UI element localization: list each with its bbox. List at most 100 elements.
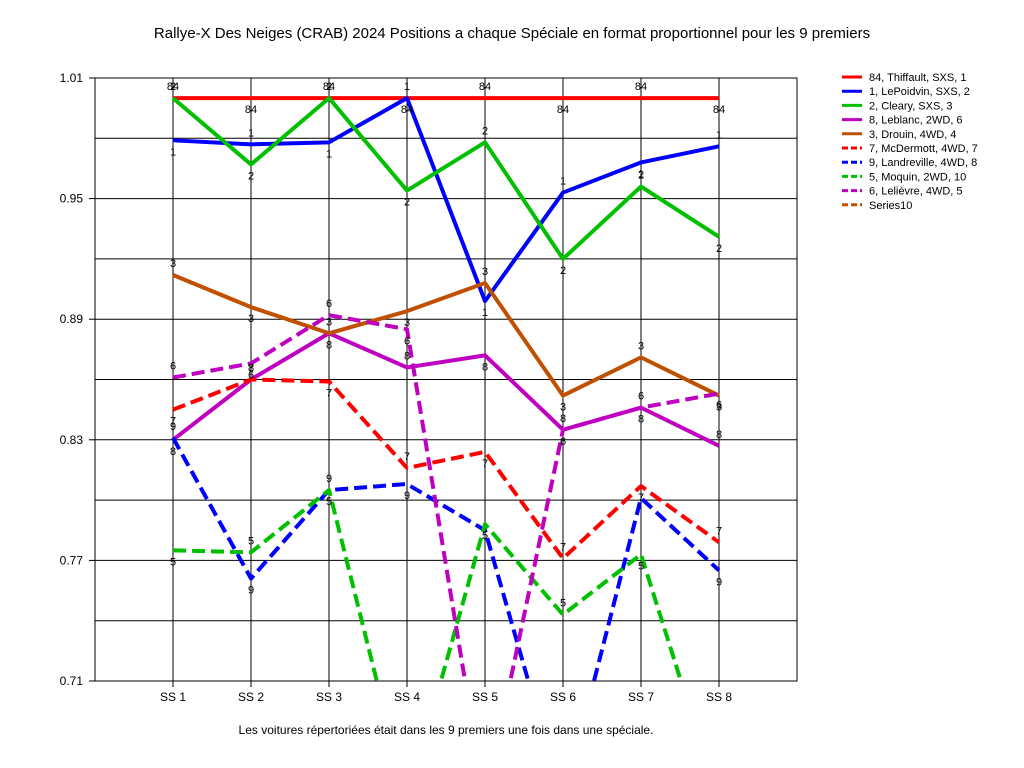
data-label: 5 (560, 598, 566, 610)
legend-label-6: 7, McDermott, 4WD, 7 (869, 143, 978, 155)
x-tick-label: SS 5 (472, 690, 498, 704)
data-label: 7 (326, 388, 332, 400)
data-label: 8 (248, 363, 254, 375)
series-line-6 (172, 377, 721, 561)
legend-label-4: 8, Leblanc, 2WD, 6 (869, 115, 963, 127)
y-tick-label: 0.77 (60, 553, 84, 567)
x-tick-label: SS 1 (160, 690, 186, 704)
data-label: 8 (716, 429, 722, 441)
series-line-2 (172, 96, 720, 304)
data-label: 84 (557, 104, 569, 116)
data-label: 2 (482, 125, 488, 137)
y-tick-label: 0.95 (60, 192, 84, 206)
data-label: 8 (326, 339, 332, 351)
data-label: 6 (560, 436, 566, 448)
x-tick-label: SS 3 (316, 690, 342, 704)
data-label: 3 (248, 313, 254, 325)
data-label: 8 (560, 413, 566, 425)
data-label: 8 (404, 350, 410, 362)
data-label: 7 (248, 363, 254, 375)
x-tick-label: SS 4 (394, 690, 420, 704)
data-label: 84 (245, 104, 257, 116)
data-label: 7 (404, 451, 410, 463)
chart-title: Rallye-X Des Neiges (CRAB) 2024 Position… (154, 25, 870, 42)
data-label: 5 (482, 530, 488, 542)
y-tick-label: 0.83 (60, 433, 84, 447)
data-label: 84 (635, 81, 647, 93)
y-tick-label: 1.01 (60, 71, 84, 85)
data-label: 9 (170, 421, 176, 433)
x-tick-label: SS 6 (550, 690, 576, 704)
data-label: 9 (326, 473, 332, 485)
data-label: 2 (170, 81, 176, 93)
data-label: 1 (404, 81, 410, 93)
data-label: 1 (482, 307, 488, 319)
data-label: 1 (326, 148, 332, 160)
x-tick-label: SS 8 (706, 690, 732, 704)
data-label: 2 (638, 170, 644, 182)
data-label: 7 (716, 525, 722, 537)
series-line-7 (171, 436, 721, 681)
data-label: 8 (482, 361, 488, 373)
x-tick-label: SS 2 (238, 690, 264, 704)
data-label: 5 (248, 535, 254, 547)
legend-label-3: 2, Cleary, SXS, 3 (869, 100, 953, 112)
data-label: 1 (248, 127, 254, 139)
data-label: 3 (716, 402, 722, 414)
data-label: 6 (716, 400, 722, 412)
series-line-8 (172, 488, 684, 681)
data-label: 1 (716, 129, 722, 141)
series-line-4 (171, 331, 720, 448)
plot-frame (94, 77, 798, 682)
data-label: 84 (167, 81, 179, 93)
data-label: 1 (170, 146, 176, 158)
series-lines (171, 96, 721, 681)
legend-label-1: 84, Thiffault, SXS, 1 (869, 72, 966, 84)
data-label: 5 (638, 560, 644, 572)
legend-label-10: Series10 (869, 200, 912, 212)
data-label: 3 (560, 402, 566, 414)
data-label: 5 (170, 556, 176, 568)
data-label: 2 (404, 197, 410, 209)
data-label: 2 (560, 265, 566, 277)
data-label: 9 (248, 584, 254, 596)
x-tick-label: SS 7 (628, 690, 654, 704)
data-label: 3 (326, 316, 332, 328)
legend-label-2: 1, LePoidvin, SXS, 2 (869, 86, 970, 98)
data-label: 6 (248, 369, 254, 381)
data-label: 6 (326, 298, 332, 310)
data-label: 3 (482, 266, 488, 278)
data-label: 5 (326, 496, 332, 508)
data-label: 6 (170, 360, 176, 372)
series-line-5 (172, 273, 720, 398)
data-label: 84 (713, 104, 725, 116)
data-label: 7 (482, 458, 488, 470)
data-label: 7 (560, 541, 566, 553)
chart-footnote: Les voitures répertoriées était dans les… (239, 723, 654, 737)
legend-label-5: 3, Drouin, 4WD, 4 (869, 129, 956, 141)
data-label: 6 (404, 335, 410, 347)
legend-label-8: 5, Moquin, 2WD, 10 (869, 171, 966, 183)
data-label: 84 (479, 81, 491, 93)
y-tick-label: 0.89 (60, 312, 84, 326)
series-line-3 (171, 96, 721, 261)
data-label: 3 (170, 258, 176, 270)
data-label: 3 (404, 317, 410, 329)
data-label: 7 (170, 416, 176, 428)
data-label: 84 (401, 104, 413, 116)
data-label: 9 (716, 576, 722, 588)
data-label: 8 (638, 414, 644, 426)
legend-label-7: 9, Landreville, 4WD, 8 (869, 157, 977, 169)
data-label: 1 (638, 168, 644, 180)
data-label: 8 (170, 446, 176, 458)
plot-area: 1.01 0.95 0.89 0.83 0.77 0.71 SS 1 SS 2 SS 3 SS 4… (60, 71, 798, 704)
data-label: 3 (638, 340, 644, 352)
data-label: 2 (716, 243, 722, 255)
legend: 84, Thiffault, SXS, 1 1, LePoidvin, SXS, … (842, 72, 978, 212)
data-label: 9 (404, 490, 410, 502)
data-label: 1 (560, 176, 566, 188)
data-label: 2 (248, 170, 254, 182)
data-label: 6 (638, 391, 644, 403)
